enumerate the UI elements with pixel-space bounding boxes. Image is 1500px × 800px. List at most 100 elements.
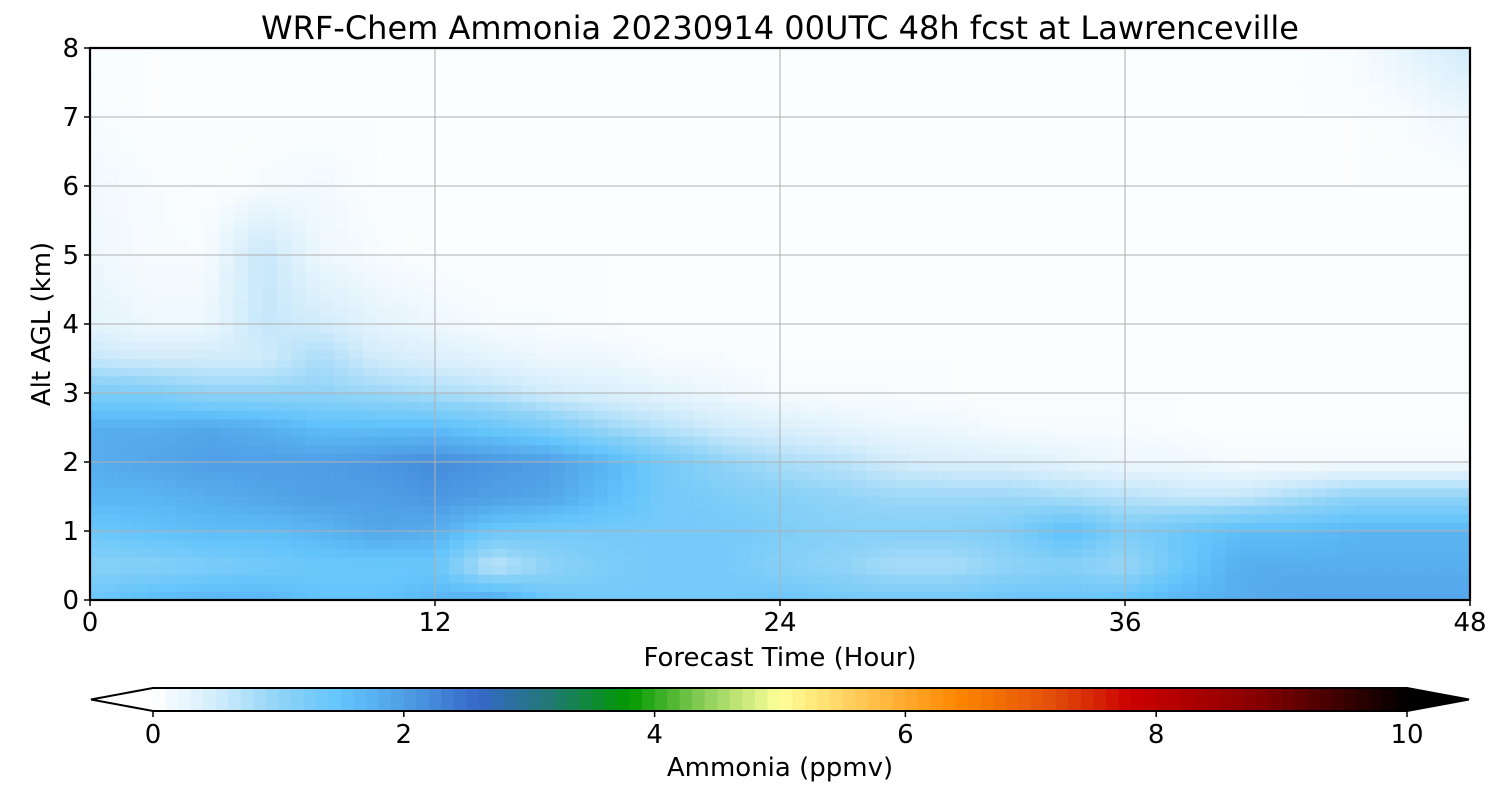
heatmap-cell — [607, 263, 623, 273]
heatmap-cell — [1196, 229, 1212, 239]
heatmap-cell — [176, 255, 192, 265]
heatmap-cell — [780, 548, 795, 558]
heatmap-cell — [621, 539, 637, 549]
heatmap-cell — [751, 203, 767, 213]
heatmap-cell — [1355, 444, 1370, 454]
heatmap-cell — [334, 237, 350, 247]
heatmap-cell — [708, 220, 724, 230]
heatmap-cell — [1168, 496, 1184, 506]
heatmap-cell — [506, 220, 522, 230]
heatmap-cell — [1369, 393, 1385, 403]
heatmap-cell — [665, 315, 680, 325]
heatmap-cell — [607, 393, 623, 403]
heatmap-cell — [420, 211, 436, 222]
heatmap-cell — [966, 341, 982, 351]
heatmap-cell — [90, 237, 105, 247]
heatmap-cell — [895, 280, 910, 291]
heatmap-cell — [895, 211, 910, 222]
heatmap-cell — [492, 315, 508, 325]
heatmap-cell — [133, 556, 149, 567]
heatmap-cell — [104, 194, 120, 204]
heatmap-cell — [1053, 539, 1069, 549]
heatmap-cell — [909, 565, 925, 575]
heatmap-cell — [722, 427, 738, 437]
heatmap-cell — [1297, 436, 1313, 446]
heatmap-cell — [233, 289, 249, 299]
heatmap-cell — [578, 298, 594, 308]
heatmap-cell — [564, 177, 580, 187]
heatmap-cell — [348, 556, 364, 567]
heatmap-cell — [708, 505, 724, 515]
heatmap-cell — [722, 358, 738, 368]
heatmap-cell — [1096, 203, 1112, 213]
heatmap-cell — [1081, 168, 1097, 178]
heatmap-cell — [1139, 298, 1155, 308]
heatmap-cell — [621, 427, 637, 437]
heatmap-cell — [607, 462, 623, 472]
heatmap-cell — [1441, 487, 1457, 498]
heatmap-cell — [205, 220, 220, 230]
heatmap-cell — [1024, 505, 1040, 515]
heatmap-cell — [435, 479, 450, 489]
heatmap-cell — [909, 151, 925, 161]
heatmap-cell — [1110, 289, 1126, 299]
heatmap-cell — [190, 522, 206, 532]
heatmap-cell — [593, 375, 609, 385]
heatmap-cell — [1254, 479, 1270, 489]
heatmap-cell — [233, 306, 249, 316]
heatmap-cell — [291, 375, 307, 385]
heatmap-cell — [866, 272, 882, 282]
heatmap-cell — [176, 194, 192, 204]
heatmap-cell — [463, 349, 479, 360]
heatmap-cell — [377, 393, 393, 403]
heatmap-cell — [276, 479, 292, 489]
heatmap-cell — [435, 246, 450, 256]
heatmap-cell — [1182, 591, 1198, 600]
heatmap-cell — [1426, 556, 1442, 567]
heatmap-cell — [1240, 349, 1255, 360]
heatmap-cell — [449, 246, 465, 256]
heatmap-cell — [679, 591, 695, 600]
heatmap-cell — [320, 186, 335, 196]
heatmap-cell — [506, 375, 522, 385]
heatmap-cell — [909, 393, 925, 403]
heatmap-cell — [492, 384, 508, 394]
heatmap-cell — [1168, 565, 1184, 575]
heatmap-cell — [621, 229, 637, 239]
heatmap-cell — [420, 548, 436, 558]
heatmap-cell — [1398, 582, 1414, 592]
heatmap-cell — [851, 548, 867, 558]
heatmap-cell — [938, 444, 954, 454]
heatmap-cell — [506, 168, 522, 178]
heatmap-cell — [104, 513, 120, 523]
heatmap-cell — [650, 332, 666, 342]
heatmap-cell — [161, 246, 177, 256]
heatmap-cell — [1383, 591, 1399, 600]
heatmap-cell — [823, 151, 839, 161]
heatmap-cell — [521, 246, 537, 256]
heatmap-cell — [1297, 531, 1313, 541]
heatmap-cell — [1326, 298, 1342, 308]
heatmap-cell — [808, 582, 824, 592]
heatmap-cell — [866, 332, 882, 342]
heatmap-cell — [334, 496, 350, 506]
heatmap-cell — [636, 341, 652, 351]
heatmap-cell — [1311, 531, 1327, 541]
heatmap-cell — [765, 315, 781, 325]
heatmap-cell — [118, 280, 134, 291]
heatmap-cell — [966, 496, 982, 506]
heatmap-cell — [1369, 574, 1385, 584]
heatmap-cell — [104, 548, 120, 558]
heatmap-cell — [736, 341, 752, 351]
heatmap-cell — [1211, 220, 1227, 230]
heatmap-cell — [1369, 289, 1385, 299]
heatmap-cell — [406, 548, 422, 558]
heatmap-cell — [262, 367, 278, 377]
heatmap-cell — [837, 384, 853, 394]
heatmap-cell — [1340, 272, 1356, 282]
heatmap-cell — [636, 505, 652, 515]
heatmap-cell — [219, 306, 235, 316]
heatmap-cell — [1211, 229, 1227, 239]
heatmap-cell — [1168, 522, 1184, 532]
heatmap-cell — [952, 177, 968, 187]
